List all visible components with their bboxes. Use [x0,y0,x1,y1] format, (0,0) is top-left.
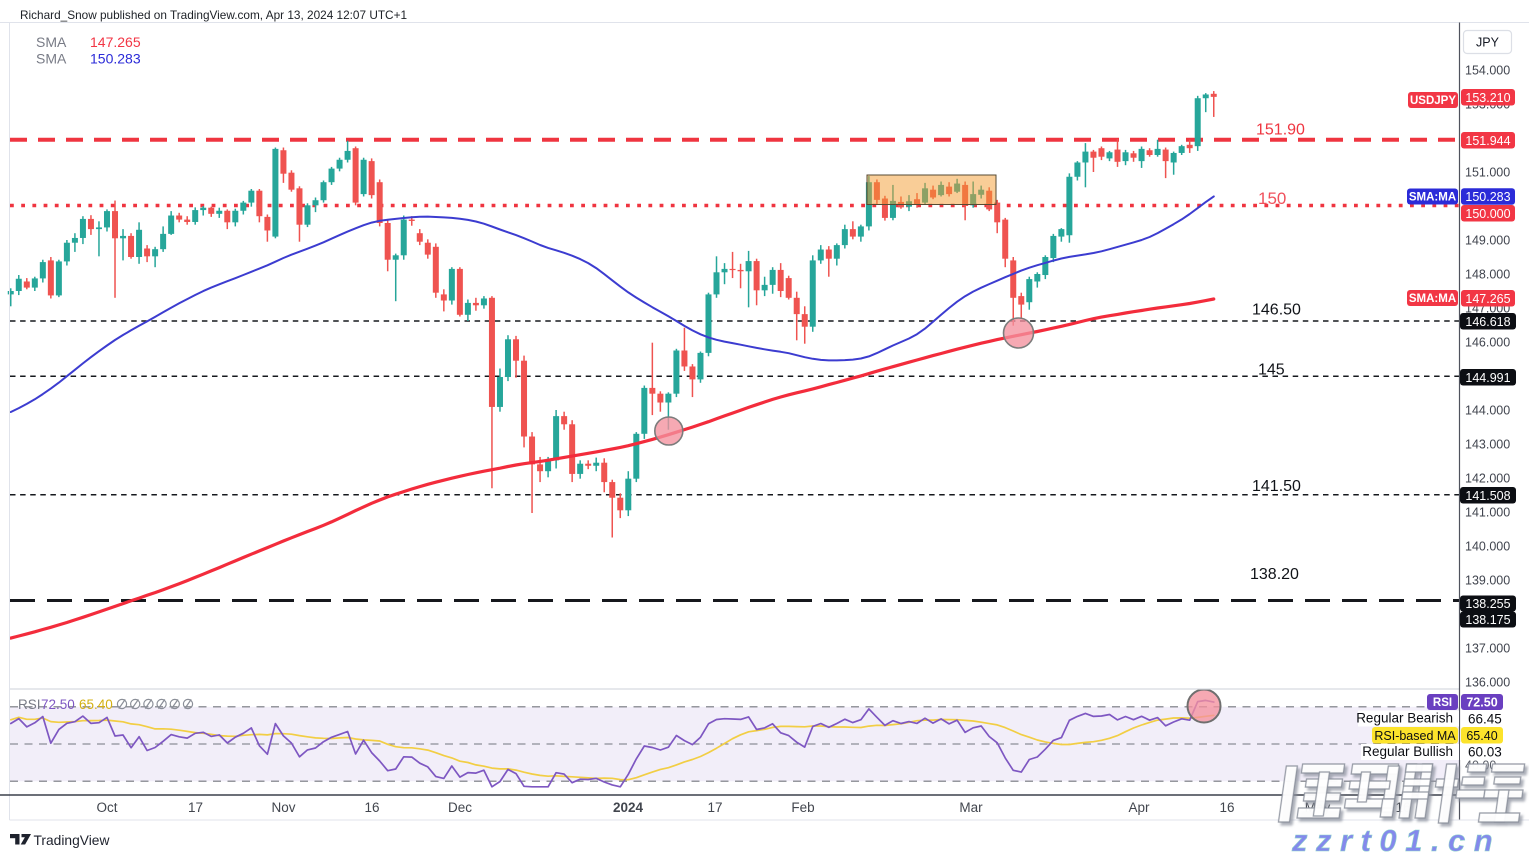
svg-text:SMA:MA: SMA:MA [1409,192,1456,204]
svg-text:151.944: 151.944 [1465,134,1510,148]
svg-text:143.000: 143.000 [1465,437,1510,451]
svg-text:144.000: 144.000 [1465,403,1510,417]
svg-text:17: 17 [707,800,722,815]
svg-text:147.265: 147.265 [90,34,141,50]
svg-text:150: 150 [1258,189,1286,208]
svg-text:Regular Bearish: Regular Bearish [1356,711,1453,726]
svg-text:151.90: 151.90 [1256,122,1305,139]
svg-text:150.283: 150.283 [90,51,141,67]
svg-text:RSI-based MA: RSI-based MA [1374,729,1456,743]
svg-text:153.210: 153.210 [1465,91,1510,105]
svg-text:16: 16 [364,800,379,815]
svg-text:72.50: 72.50 [1466,696,1497,710]
svg-text:154.000: 154.000 [1465,64,1510,78]
svg-text:JPY: JPY [1476,36,1500,50]
svg-text:Mar: Mar [959,800,983,815]
svg-text:SMA: SMA [36,34,67,50]
svg-text:zzrt01.cn: zzrt01.cn [1291,823,1501,857]
svg-text:141.000: 141.000 [1465,505,1510,519]
svg-text:149.000: 149.000 [1465,233,1510,247]
svg-text:SMA:MA: SMA:MA [1409,293,1456,305]
svg-text:RSI: RSI [1433,697,1452,709]
svg-text:65.40: 65.40 [79,697,113,712]
svg-text:141.50: 141.50 [1252,478,1301,495]
svg-text:SMA: SMA [36,51,67,67]
svg-text:TradingView: TradingView [34,833,110,848]
svg-text:USDJPY: USDJPY [1410,95,1456,107]
svg-text:60.03: 60.03 [1468,745,1502,760]
svg-text:151.000: 151.000 [1465,165,1510,179]
svg-text:150.000: 150.000 [1465,207,1510,221]
svg-text:141.508: 141.508 [1465,489,1510,503]
svg-text:72.50: 72.50 [41,697,75,712]
svg-text:Regular Bullish: Regular Bullish [1362,744,1453,759]
svg-text:65.40: 65.40 [1466,729,1497,743]
svg-text:138.175: 138.175 [1465,613,1510,627]
svg-text:66.45: 66.45 [1468,712,1502,727]
svg-text:146.618: 146.618 [1465,315,1510,329]
svg-text:142.000: 142.000 [1465,471,1510,485]
svg-text:138.255: 138.255 [1465,597,1510,611]
svg-text:144.991: 144.991 [1465,371,1510,385]
svg-text:140.000: 140.000 [1465,539,1510,553]
svg-text:147.265: 147.265 [1465,292,1510,306]
svg-text:146.000: 146.000 [1465,335,1510,349]
svg-text:137.000: 137.000 [1465,641,1510,655]
svg-text:139.000: 139.000 [1465,573,1510,587]
svg-text:150.283: 150.283 [1465,190,1510,204]
svg-text:148.000: 148.000 [1465,267,1510,281]
svg-text:Nov: Nov [271,800,295,815]
svg-text:136.000: 136.000 [1465,675,1510,689]
svg-text:Apr: Apr [1128,800,1150,815]
svg-text:2024: 2024 [613,800,644,815]
svg-text:RSI: RSI [18,697,41,712]
svg-text:Dec: Dec [448,800,472,815]
svg-text:138.20: 138.20 [1250,566,1299,583]
svg-text:Richard_Snow published on Trad: Richard_Snow published on TradingView.co… [20,8,407,22]
svg-text:17: 17 [188,800,203,815]
svg-text:16: 16 [1219,800,1234,815]
svg-text:146.50: 146.50 [1252,302,1301,319]
svg-text:Oct: Oct [96,800,117,815]
svg-text:Feb: Feb [791,800,814,815]
svg-text:145: 145 [1258,362,1285,379]
